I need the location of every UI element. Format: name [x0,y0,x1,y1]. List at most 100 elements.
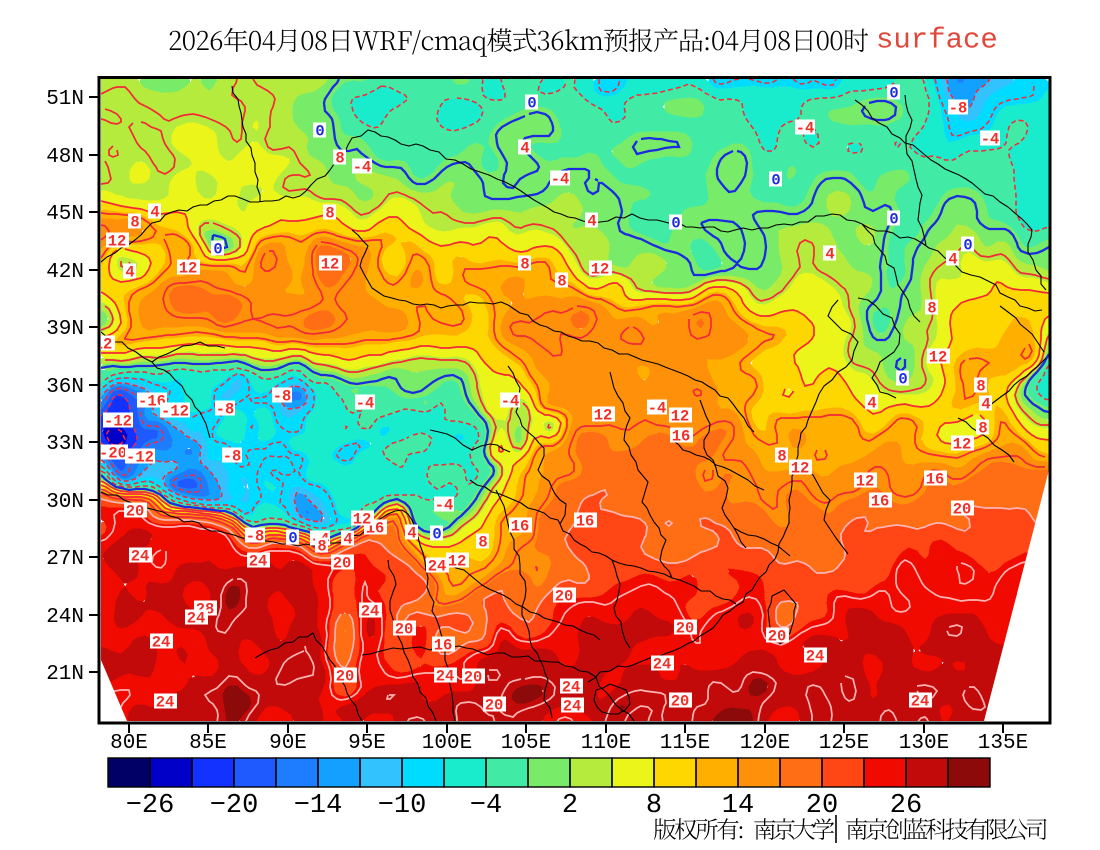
svg-text:4: 4 [948,250,957,268]
svg-text:12: 12 [929,348,948,366]
svg-text:4: 4 [343,530,352,548]
svg-text:12: 12 [671,407,690,425]
svg-text:8: 8 [976,377,985,395]
svg-text:20: 20 [555,587,574,605]
svg-text:-20: -20 [99,444,127,462]
svg-text:-8: -8 [246,527,265,545]
svg-text:−20: −20 [210,791,259,821]
svg-text:115E: 115E [660,732,710,755]
svg-text:24: 24 [187,609,206,627]
svg-text:8: 8 [520,255,529,273]
svg-text:130E: 130E [899,732,949,755]
svg-text:surface: surface [876,24,998,57]
svg-text:16: 16 [511,517,530,535]
svg-text:20: 20 [485,696,504,714]
svg-text:20: 20 [464,668,483,686]
svg-text:-12: -12 [126,448,154,466]
svg-text:0: 0 [213,240,222,258]
svg-text:12: 12 [321,255,340,273]
svg-text:45N: 45N [46,203,84,226]
svg-text:-4: -4 [356,394,375,412]
svg-text:-4: -4 [551,170,570,188]
svg-text:0: 0 [898,370,907,388]
svg-text:8: 8 [317,537,326,555]
svg-text:4: 4 [407,524,416,542]
svg-text:105E: 105E [501,732,551,755]
svg-text:-4: -4 [648,399,667,417]
svg-text:4: 4 [981,395,990,413]
svg-text:8: 8 [325,204,334,222]
svg-text:42N: 42N [46,261,84,284]
svg-text:33N: 33N [46,433,84,456]
svg-text:12: 12 [594,406,613,424]
svg-text:-4: -4 [353,158,372,176]
svg-text:12: 12 [108,232,127,250]
svg-text:27N: 27N [46,548,84,571]
svg-text:4: 4 [587,212,596,230]
svg-text:2: 2 [562,791,578,821]
svg-text:8: 8 [646,791,662,821]
svg-text:100E: 100E [422,732,472,755]
svg-text:-16: -16 [138,392,166,410]
svg-text:110E: 110E [581,732,631,755]
svg-text:12: 12 [448,552,467,570]
svg-text:12: 12 [791,459,810,477]
svg-text:0: 0 [889,210,898,228]
svg-text:39N: 39N [46,318,84,341]
svg-text:-4: -4 [796,119,815,137]
svg-text:0: 0 [671,214,680,232]
svg-text:20: 20 [671,692,690,710]
svg-text:135E: 135E [978,732,1028,755]
svg-text:16: 16 [672,427,691,445]
svg-text:−4: −4 [470,791,502,821]
svg-text:8: 8 [335,149,344,167]
svg-text:8: 8 [478,533,487,551]
svg-text:16: 16 [576,512,595,530]
svg-text:21N: 21N [46,663,84,686]
svg-text:0: 0 [889,84,898,102]
svg-text:−14: −14 [294,791,343,821]
svg-text:24: 24 [653,655,672,673]
svg-text:-8: -8 [949,99,968,117]
svg-text:4: 4 [867,394,876,412]
svg-text:26: 26 [890,791,922,821]
svg-text:12: 12 [353,510,372,528]
svg-text:24: 24 [436,667,455,685]
svg-text:16: 16 [926,470,945,488]
svg-text:4: 4 [150,203,159,221]
svg-text:-8: -8 [273,387,292,405]
svg-text:20: 20 [333,554,352,572]
svg-text:20: 20 [395,620,414,638]
svg-text:12: 12 [953,435,972,453]
svg-text:0: 0 [527,94,536,112]
svg-text:24: 24 [249,552,268,570]
svg-text:12: 12 [856,472,875,490]
svg-text:80E: 80E [110,732,148,755]
svg-text:8: 8 [557,272,566,290]
svg-text:-12: -12 [104,412,132,430]
svg-text:-8: -8 [216,400,235,418]
svg-text:120E: 120E [740,732,790,755]
svg-text:0: 0 [288,529,297,547]
svg-text:12: 12 [591,260,610,278]
svg-text:-4: -4 [501,392,520,410]
svg-text:14: 14 [722,791,754,821]
svg-text:20: 20 [336,667,355,685]
svg-text:−10: −10 [378,791,427,821]
svg-text:85E: 85E [189,732,227,755]
svg-text:95E: 95E [348,732,386,755]
svg-text:0: 0 [771,171,780,189]
svg-text:20: 20 [676,619,695,637]
svg-text:90E: 90E [269,732,307,755]
svg-text:-4: -4 [981,130,1000,148]
svg-text:24: 24 [428,557,447,575]
svg-text:-12: -12 [161,402,189,420]
svg-text:8: 8 [927,299,936,317]
svg-text:0: 0 [963,236,972,254]
svg-text:20: 20 [126,502,145,520]
svg-text:0: 0 [315,122,324,140]
svg-text:24: 24 [562,678,581,696]
svg-text:4: 4 [825,245,834,263]
svg-text:4: 4 [520,139,529,157]
svg-text:20: 20 [768,627,787,645]
